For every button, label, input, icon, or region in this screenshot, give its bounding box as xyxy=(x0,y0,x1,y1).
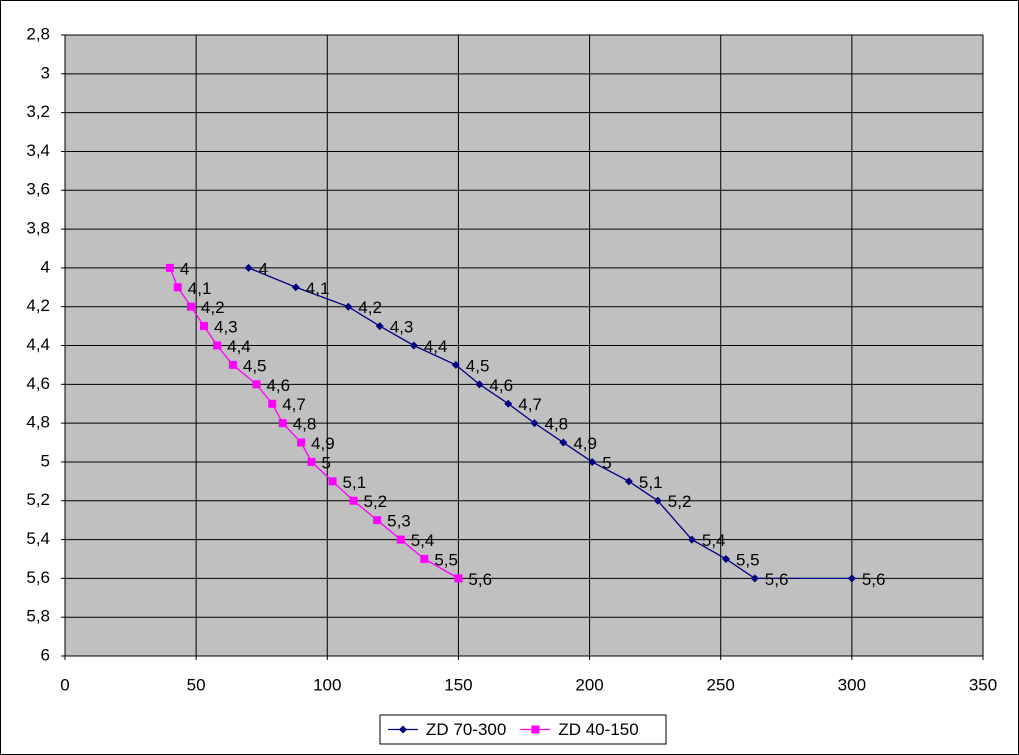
y-tick-label: 5,2 xyxy=(26,490,50,509)
data-point xyxy=(228,360,237,369)
data-label: 4,7 xyxy=(518,395,542,414)
data-point xyxy=(328,477,337,486)
data-label: 4,3 xyxy=(390,318,414,337)
data-label: 5,5 xyxy=(434,550,458,569)
data-point xyxy=(268,399,277,408)
y-tick-label: 4,6 xyxy=(26,374,50,393)
legend-label: ZD 70-300 xyxy=(426,720,506,739)
data-label: 5 xyxy=(602,453,611,472)
data-label: 4,1 xyxy=(306,279,330,298)
y-tick-label: 4,4 xyxy=(26,335,50,354)
data-point xyxy=(504,399,513,408)
data-label: 4,7 xyxy=(282,395,306,414)
data-point xyxy=(291,283,300,292)
data-label: 4,1 xyxy=(188,279,212,298)
data-label: 4,3 xyxy=(214,318,238,337)
data-label: 4,9 xyxy=(573,434,597,453)
data-point xyxy=(530,419,539,428)
legend-marker xyxy=(531,725,540,734)
data-point xyxy=(344,302,353,311)
data-label: 5,5 xyxy=(736,550,760,569)
data-point xyxy=(213,341,222,350)
y-tick-label: 3,6 xyxy=(26,180,50,199)
data-point xyxy=(307,457,316,466)
data-label: 5,4 xyxy=(702,531,726,550)
y-tick-label: 5 xyxy=(41,451,50,470)
data-point xyxy=(451,360,460,369)
data-label: 5,3 xyxy=(387,512,411,531)
y-tick-label: 5,8 xyxy=(26,607,50,626)
data-label: 4,2 xyxy=(358,298,382,317)
data-point xyxy=(375,322,384,331)
x-tick-label: 100 xyxy=(313,675,341,694)
data-point xyxy=(278,419,287,428)
legend-label: ZD 40-150 xyxy=(558,720,638,739)
data-point xyxy=(396,535,405,544)
data-label: 5,2 xyxy=(668,492,692,511)
legend-marker xyxy=(399,725,407,734)
data-point xyxy=(653,496,662,505)
y-tick-label: 4 xyxy=(41,257,50,276)
x-tick-label: 350 xyxy=(969,675,997,694)
data-label: 4,4 xyxy=(227,337,251,356)
data-label: 5,6 xyxy=(862,570,886,589)
data-label: 4,8 xyxy=(293,415,317,434)
data-label: 5,6 xyxy=(765,570,789,589)
data-label: 5,1 xyxy=(639,473,663,492)
data-point xyxy=(409,341,418,350)
y-tick-label: 5,6 xyxy=(26,568,50,587)
data-label: 5,4 xyxy=(411,531,435,550)
data-point xyxy=(420,554,429,563)
data-label: 5,2 xyxy=(364,492,388,511)
data-point xyxy=(721,554,730,563)
data-point xyxy=(349,496,358,505)
y-tick-label: 3,2 xyxy=(26,102,50,121)
y-tick-label: 6 xyxy=(41,645,50,664)
data-point xyxy=(244,263,253,272)
x-tick-label: 250 xyxy=(707,675,735,694)
data-label: 5,6 xyxy=(468,570,492,589)
data-label: 4,9 xyxy=(311,434,335,453)
data-point xyxy=(559,438,568,447)
data-label: 4,6 xyxy=(489,376,513,395)
y-tick-label: 4,8 xyxy=(26,413,50,432)
data-point xyxy=(252,380,261,389)
data-label: 4 xyxy=(259,259,268,278)
data-point xyxy=(173,283,182,292)
y-tick-label: 2,8 xyxy=(26,24,50,43)
data-label: 4,2 xyxy=(201,298,225,317)
data-label: 4,6 xyxy=(266,376,290,395)
data-point xyxy=(624,477,633,486)
data-point xyxy=(687,535,696,544)
data-label: 4,4 xyxy=(424,337,448,356)
data-point xyxy=(588,457,597,466)
data-label: 4 xyxy=(180,259,189,278)
y-tick-label: 3,8 xyxy=(26,219,50,238)
x-tick-label: 150 xyxy=(444,675,472,694)
data-label: 5,1 xyxy=(343,473,367,492)
data-point xyxy=(165,263,174,272)
x-tick-label: 200 xyxy=(575,675,603,694)
y-tick-label: 3 xyxy=(41,63,50,82)
data-label: 5 xyxy=(322,453,331,472)
y-tick-label: 4,2 xyxy=(26,296,50,315)
y-tick-label: 5,4 xyxy=(26,529,50,548)
data-point xyxy=(186,302,195,311)
x-tick-label: 50 xyxy=(187,675,206,694)
data-point xyxy=(475,380,484,389)
data-label: 4,5 xyxy=(243,356,267,375)
data-point xyxy=(297,438,306,447)
data-point xyxy=(454,574,463,583)
data-point xyxy=(750,574,759,583)
data-point xyxy=(847,574,856,583)
x-tick-label: 0 xyxy=(60,675,69,694)
data-point xyxy=(200,322,209,331)
data-label: 4,8 xyxy=(544,415,568,434)
y-tick-label: 3,4 xyxy=(26,141,50,160)
data-label: 4,5 xyxy=(466,356,490,375)
data-point xyxy=(373,516,382,525)
x-tick-label: 300 xyxy=(838,675,866,694)
